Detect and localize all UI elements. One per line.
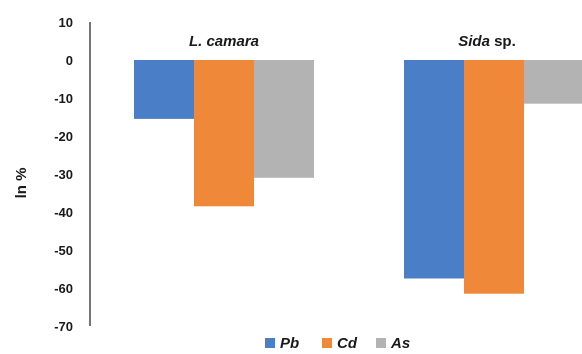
bar-cd-l-camara: [194, 60, 254, 207]
group-labels: L. camara Sida sp.: [189, 33, 516, 50]
legend-swatch-cd: [322, 338, 332, 348]
bar-as-l-camara: [254, 60, 314, 178]
bar-pb-sida: [404, 60, 464, 279]
group-label-l-camara: L. camara: [189, 33, 259, 50]
bar-pb-l-camara: [134, 60, 194, 119]
y-tick-label: 0: [66, 53, 73, 68]
legend-label-cd: Cd: [337, 335, 358, 352]
y-axis-label: ln %: [13, 168, 30, 199]
legend-label-pb: Pb: [280, 335, 299, 352]
y-tick-label: 10: [59, 15, 73, 30]
legend-swatch-pb: [265, 338, 275, 348]
y-tick-label: -20: [54, 129, 73, 144]
y-tick-label: -40: [54, 205, 73, 220]
y-tick-label: -60: [54, 281, 73, 296]
y-tick-label: -70: [54, 319, 73, 334]
bar-as-sida: [524, 60, 582, 104]
y-tick-label: -10: [54, 91, 73, 106]
legend: Pb Cd As: [265, 335, 410, 352]
bars: [134, 60, 582, 294]
group-label-sida: Sida sp.: [458, 33, 516, 50]
legend-label-as: As: [390, 335, 410, 352]
y-tick-label: -50: [54, 243, 73, 258]
y-tick-labels: 10 0 -10 -20 -30 -40 -50 -60 -70: [54, 15, 73, 334]
y-tick-label: -30: [54, 167, 73, 182]
bar-cd-sida: [464, 60, 524, 294]
legend-swatch-as: [376, 338, 386, 348]
y-axis: 10 0 -10 -20 -30 -40 -50 -60 -70 ln %: [13, 15, 91, 334]
